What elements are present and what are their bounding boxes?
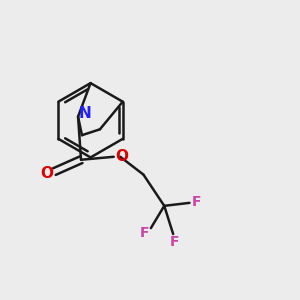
Text: O: O xyxy=(40,166,53,181)
Text: F: F xyxy=(192,195,201,209)
Text: N: N xyxy=(78,106,91,121)
Text: O: O xyxy=(116,149,128,164)
Text: F: F xyxy=(140,226,149,241)
Text: F: F xyxy=(170,236,179,249)
